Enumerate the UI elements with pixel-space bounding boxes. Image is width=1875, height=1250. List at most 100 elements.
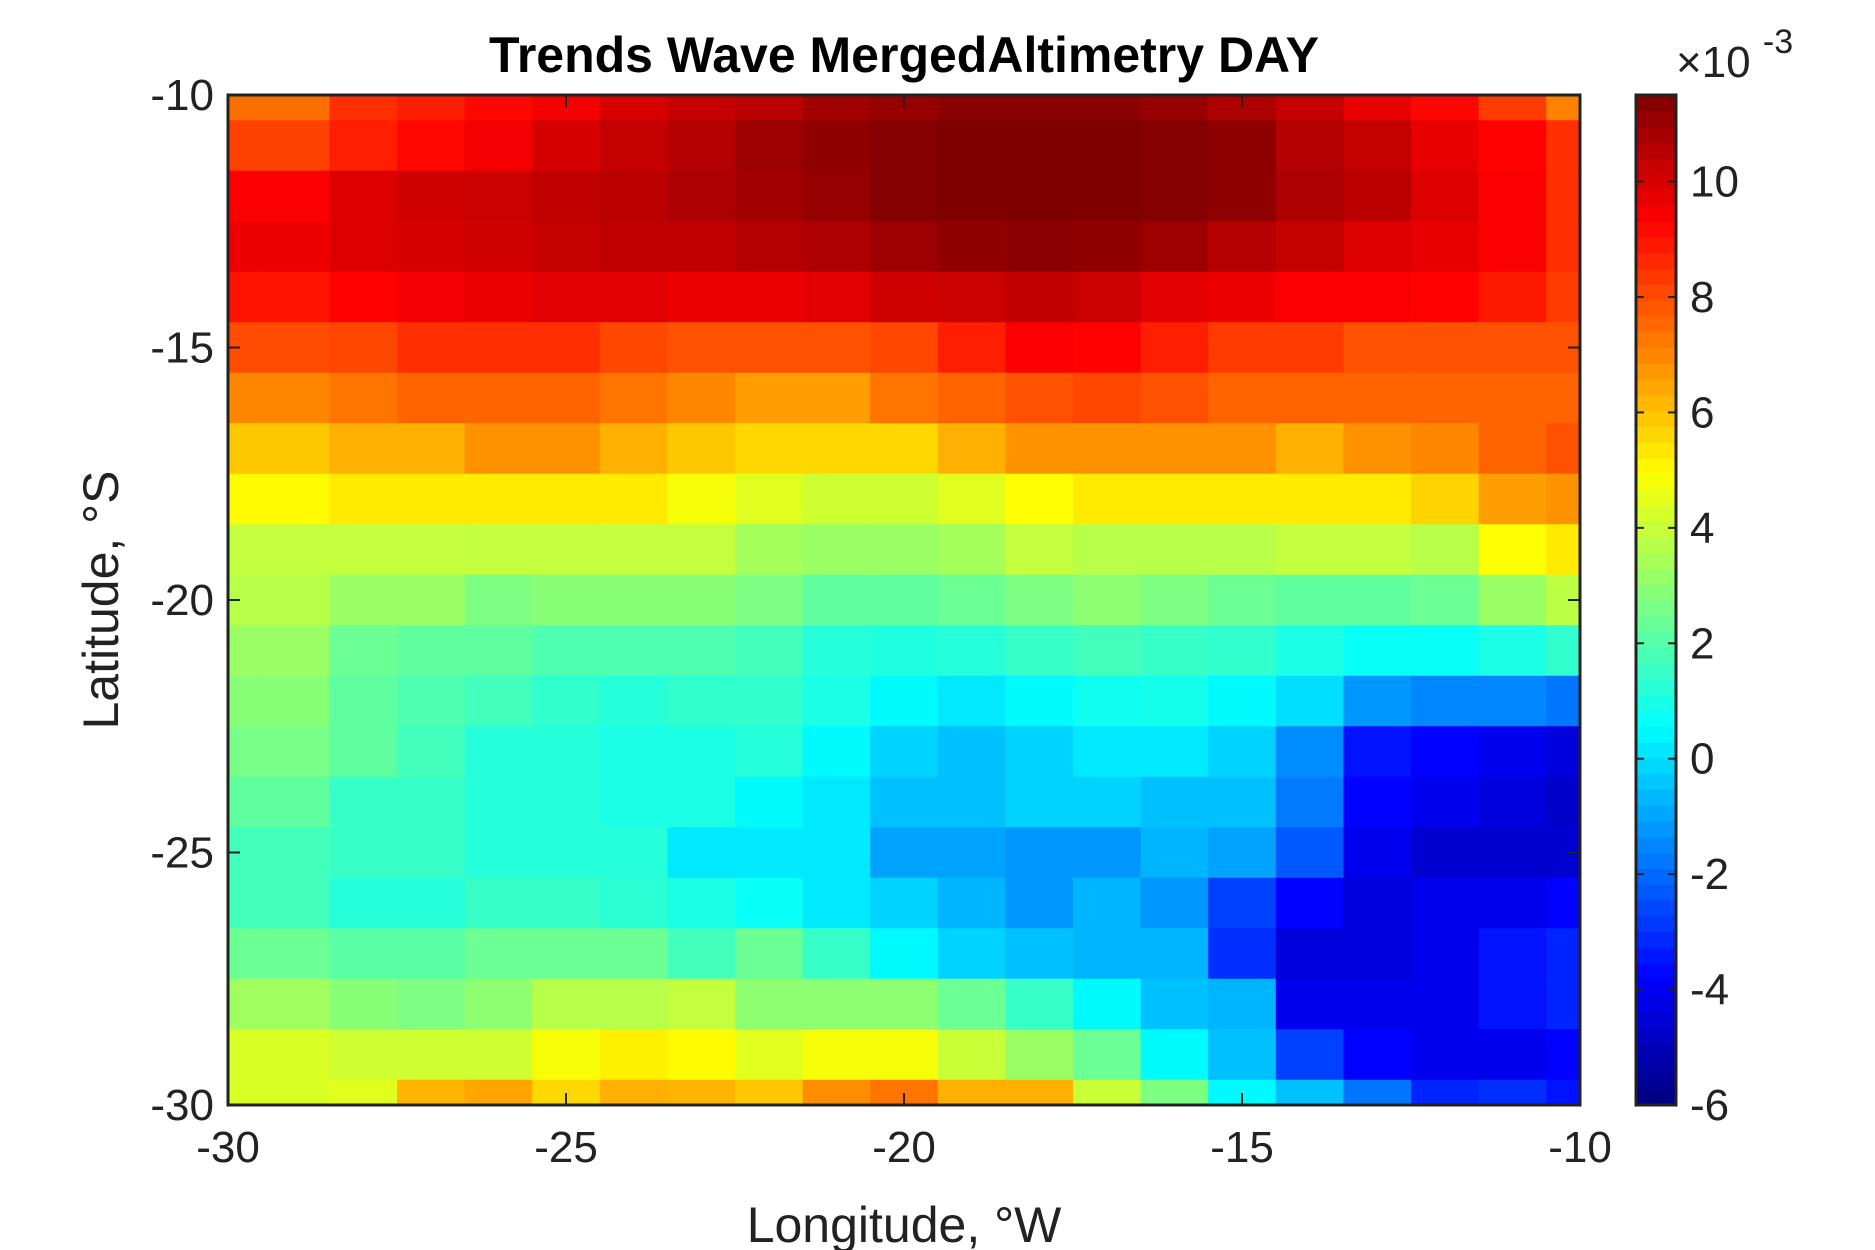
heatmap-cell <box>464 170 533 222</box>
heatmap-cell <box>667 170 736 222</box>
heatmap-cell <box>1478 322 1547 374</box>
heatmap-cell <box>599 877 668 929</box>
heatmap-cell <box>937 625 1006 677</box>
colorbar-segment <box>1636 631 1676 648</box>
heatmap-cell <box>870 1029 939 1081</box>
heatmap-cell <box>261 675 330 727</box>
heatmap-cell <box>599 978 668 1030</box>
heatmap-cell <box>937 1079 1006 1106</box>
heatmap-cell <box>261 95 330 121</box>
heatmap-cell <box>599 271 668 323</box>
heatmap-cell <box>1208 423 1277 475</box>
heatmap-cell <box>1411 120 1480 172</box>
colorbar-segment <box>1636 205 1676 222</box>
heatmap-cell <box>802 625 871 677</box>
heatmap-cell <box>870 322 939 374</box>
heatmap-cell <box>1073 978 1142 1030</box>
colorbar-segment <box>1636 473 1676 491</box>
colorbar-segment <box>1636 805 1676 822</box>
heatmap-cell <box>464 1079 533 1106</box>
heatmap-cell <box>1411 928 1480 980</box>
axis-ticks <box>227 94 1581 1106</box>
heatmap-cell <box>735 221 804 273</box>
heatmap-cell <box>397 322 466 374</box>
heatmap-cell <box>228 1029 263 1081</box>
heatmap-cell <box>599 524 668 576</box>
heatmap-cell <box>1478 675 1547 727</box>
heatmap-cell <box>1005 1029 1074 1081</box>
heatmap-cell <box>1275 827 1344 879</box>
heatmap-cell <box>1343 827 1412 879</box>
heatmap-cell <box>1478 726 1547 778</box>
heatmap-cell <box>329 473 398 525</box>
x-tick-label: -25 <box>534 1123 598 1172</box>
heatmap-cell <box>1005 170 1074 222</box>
heatmap-cell <box>1411 827 1480 879</box>
heatmap-cell <box>1208 322 1277 374</box>
heatmap-cell <box>735 120 804 172</box>
heatmap-cell <box>1073 524 1142 576</box>
heatmap-cell <box>1005 726 1074 778</box>
heatmap-cell <box>261 978 330 1030</box>
heatmap-cell <box>1073 574 1142 626</box>
colorbar-segment <box>1636 742 1676 759</box>
colorbar-segment <box>1636 379 1676 396</box>
heatmap-cell <box>1343 625 1412 677</box>
heatmap-cell <box>1546 978 1581 1030</box>
heatmap-cell <box>802 221 871 273</box>
heatmap-cell <box>228 928 263 980</box>
heatmap-cell <box>1073 372 1142 424</box>
heatmap-cell <box>329 524 398 576</box>
heatmap-cell <box>261 271 330 323</box>
heatmap-cell <box>1343 877 1412 929</box>
heatmap-cell <box>261 524 330 576</box>
heatmap-cell <box>397 1079 466 1106</box>
heatmap-cell <box>667 827 736 879</box>
heatmap-cell <box>464 928 533 980</box>
heatmap-cell <box>1275 473 1344 525</box>
heatmap-cell <box>1546 1079 1581 1106</box>
heatmap-cell <box>667 221 736 273</box>
heatmap-cell <box>599 574 668 626</box>
heatmap-cell <box>1073 1079 1142 1106</box>
x-tick-label: -15 <box>1210 1123 1274 1172</box>
heatmap-cell <box>228 675 263 727</box>
colorbar-segment <box>1636 994 1676 1011</box>
heatmap-cell <box>464 524 533 576</box>
heatmap-cell <box>1005 95 1074 121</box>
y-tick-label: -20 <box>150 576 214 625</box>
heatmap-cell <box>599 120 668 172</box>
heatmap-cell <box>870 625 939 677</box>
heatmap-cell <box>870 170 939 222</box>
heatmap-cell <box>1478 776 1547 828</box>
heatmap-cell <box>937 827 1006 879</box>
heatmap-cell <box>228 473 263 525</box>
heatmap-cell <box>1411 322 1480 374</box>
heatmap-cell <box>1005 978 1074 1030</box>
heatmap-cell <box>228 726 263 778</box>
heatmap-cell <box>261 170 330 222</box>
heatmap-cell <box>1411 574 1480 626</box>
heatmap-cell <box>329 726 398 778</box>
colorbar-tick-label: -2 <box>1690 850 1729 899</box>
colorbar-segment <box>1636 442 1676 459</box>
heatmap-cell <box>667 928 736 980</box>
heatmap-cell <box>532 928 601 980</box>
heatmap-cell <box>802 170 871 222</box>
heatmap-cell <box>870 928 939 980</box>
heatmap-cell <box>1005 877 1074 929</box>
x-tick-label: -20 <box>872 1123 936 1172</box>
colorbar-segment <box>1636 237 1676 254</box>
heatmap-cell <box>1343 271 1412 323</box>
colorbar-multiplier-base: ×10 <box>1676 38 1751 87</box>
heatmap-cell <box>937 574 1006 626</box>
heatmap-cell <box>599 827 668 879</box>
heatmap-cell <box>937 877 1006 929</box>
heatmap-cell <box>397 170 466 222</box>
heatmap-cell <box>1478 170 1547 222</box>
colorbar-segment <box>1636 521 1676 538</box>
heatmap-cell <box>1411 1029 1480 1081</box>
heatmap-cell <box>1208 877 1277 929</box>
colorbar-tick-label: 8 <box>1690 273 1714 322</box>
heatmap-cell <box>532 322 601 374</box>
